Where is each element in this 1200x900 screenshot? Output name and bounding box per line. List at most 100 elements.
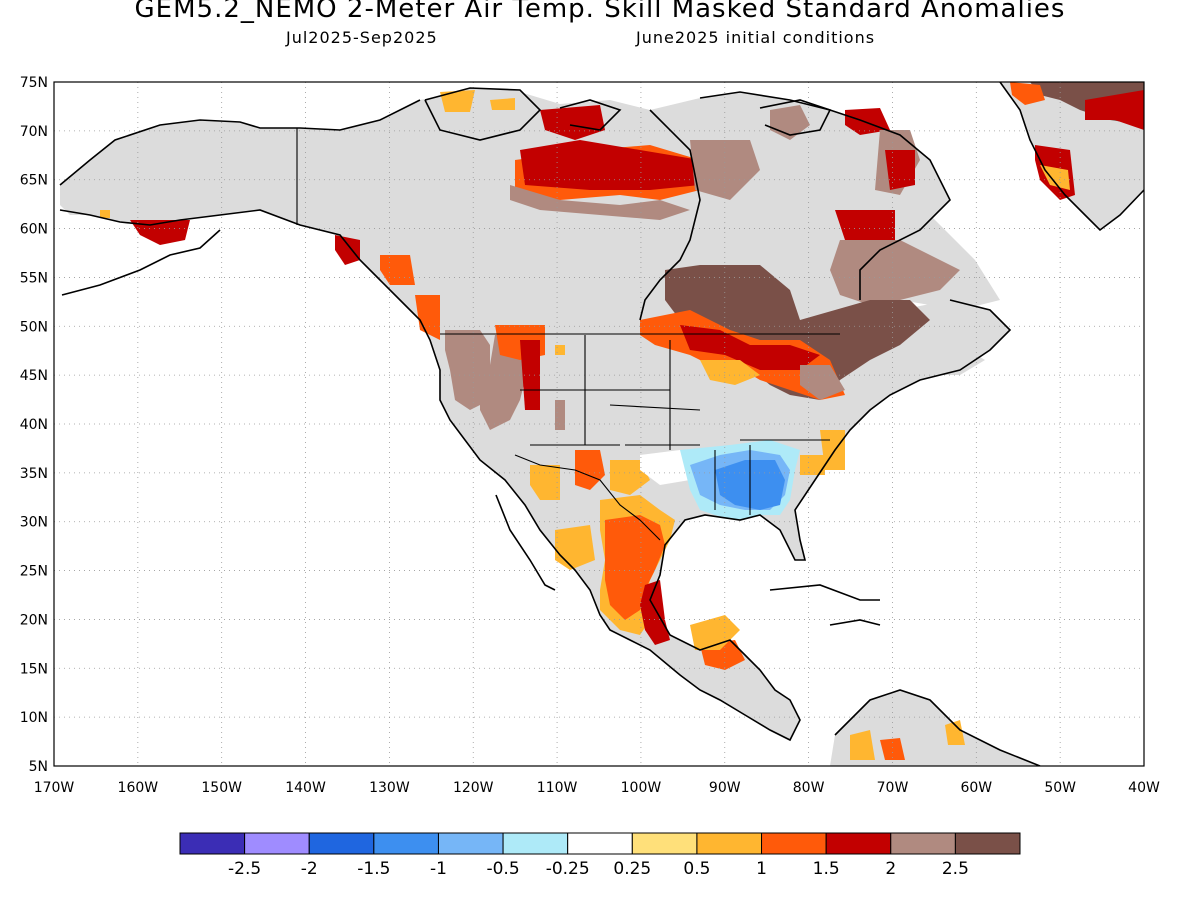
colorbar-label: 0.25 [613, 859, 651, 879]
anomaly-region [850, 730, 875, 760]
anomaly-region [605, 515, 665, 620]
anomaly-region [520, 140, 700, 190]
lat-lon-grid [54, 82, 1144, 766]
anomaly-region [640, 580, 670, 645]
anomaly-region [100, 210, 110, 218]
anomaly-region [490, 98, 515, 110]
anomaly-region [690, 140, 760, 200]
anomaly-region [885, 150, 915, 190]
latitude-label: 20N [20, 612, 48, 628]
anomaly-region [530, 465, 560, 500]
page-title: GEM5.2_NEMO 2-Meter Air Temp. Skill Mask… [134, 0, 1066, 24]
anomaly-region [1010, 82, 1045, 105]
coastline [769, 584, 880, 601]
longitude-labels: 170W 160W 150W 140W 130W 120W 110W 100W 90W 80W 70… [34, 780, 1160, 796]
anomaly-region [540, 105, 605, 140]
latitude-label: 70N [20, 124, 48, 140]
coastline [559, 99, 622, 131]
coastline [59, 99, 421, 186]
longitude-label: 100W [621, 780, 662, 796]
latitude-label: 5N [29, 759, 48, 775]
anomaly-region [830, 240, 960, 305]
coastline [59, 209, 1012, 742]
colorbar-label: 2 [885, 859, 896, 879]
longitude-label: 60W [960, 780, 992, 796]
anomaly-region [445, 330, 490, 410]
map-frame [53, 81, 1145, 767]
anomaly-region [130, 220, 190, 245]
anomaly-region [835, 210, 895, 245]
longitude-label: 170W [34, 780, 75, 796]
anomaly-region [555, 400, 565, 430]
colorbar: -2.5 -2 -1.5 -1 -0.5 -0.25 0.25 0.5 1 1.5 2 2.5 [179, 832, 1021, 879]
colorbar-swatch [761, 832, 827, 855]
coastline [999, 82, 1144, 232]
coastline [759, 99, 832, 136]
longitude-label: 140W [285, 780, 326, 796]
colorbar-swatch [954, 832, 1021, 855]
longitude-label: 130W [369, 780, 410, 796]
anomaly-region [380, 255, 415, 285]
latitude-label: 55N [20, 270, 48, 286]
longitude-label: 70W [877, 780, 909, 796]
anomaly-region [1040, 165, 1070, 190]
anomaly-region [800, 455, 825, 475]
longitude-label: 150W [201, 780, 242, 796]
anomaly-region [800, 365, 845, 400]
latitude-labels: 5N 10N 15N 20N 25N 30N 35N 40N 45N 50N 55N 60N 65N 70… [20, 75, 48, 775]
longitude-label: 90W [709, 780, 741, 796]
longitude-label: 80W [793, 780, 825, 796]
colorbar-swatch [179, 832, 246, 855]
colorbar-swatch [373, 832, 439, 855]
coastline [639, 109, 701, 321]
anomaly-region [945, 720, 965, 745]
anomaly-region [845, 108, 890, 135]
anomaly-region [680, 325, 820, 370]
colorbar-swatch [244, 832, 310, 855]
anomaly-region [665, 265, 930, 400]
latitude-label: 30N [20, 515, 48, 531]
initial-conditions: June2025 initial conditions [636, 28, 876, 47]
colorbar-label: 0.5 [683, 859, 710, 879]
latitude-label: 75N [20, 75, 48, 91]
coastline [495, 494, 556, 591]
colorbar-swatch [631, 832, 698, 855]
colorbar-swatch [890, 832, 956, 855]
latitude-label: 40N [20, 417, 48, 433]
colorbar-swatch [308, 832, 375, 855]
colorbar-swatch [696, 832, 763, 855]
anomaly-region [1085, 90, 1144, 130]
latitude-label: 65N [20, 173, 48, 189]
longitude-label: 160W [118, 780, 159, 796]
anomaly-region [440, 90, 475, 112]
anomaly-region [880, 738, 905, 760]
longitude-label: 120W [453, 780, 494, 796]
colorbar-swatch [502, 832, 569, 855]
colorbar-label: -2 [301, 859, 318, 879]
latitude-label: 15N [20, 661, 48, 677]
coastline [829, 619, 881, 626]
colorbar-swatch [567, 832, 633, 855]
anomaly-region [700, 360, 760, 385]
colorbar-swatch [825, 832, 892, 855]
colorbar-label: 2.5 [942, 859, 969, 879]
political-border [514, 454, 661, 541]
colorbar-label: 1 [756, 859, 767, 879]
longitude-label: 40W [1128, 780, 1160, 796]
coastline [699, 91, 951, 300]
latitude-label: 35N [20, 466, 48, 482]
colorbar-swatch [437, 832, 504, 855]
anomaly-region [555, 345, 565, 355]
colorbar-label: -2.5 [228, 859, 261, 879]
anomaly-region [335, 235, 360, 265]
latitude-label: 10N [20, 710, 48, 726]
anomaly-region [555, 525, 595, 570]
longitude-label: 50W [1044, 780, 1076, 796]
colorbar-label: -1.5 [357, 859, 390, 879]
colorbar-label: -0.5 [486, 859, 519, 879]
latitude-label: 25N [20, 564, 48, 580]
coastline [424, 87, 542, 141]
anomaly-region [510, 185, 690, 220]
forecast-period: Jul2025-Sep2025 [286, 28, 438, 47]
